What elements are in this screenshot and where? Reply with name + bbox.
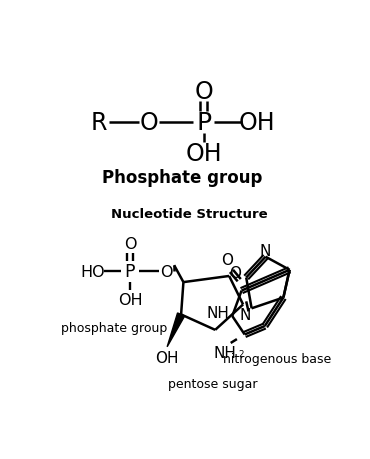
Text: OH: OH (155, 350, 179, 365)
Text: O: O (222, 253, 233, 268)
Text: HO: HO (80, 264, 105, 279)
Text: OH: OH (185, 141, 222, 165)
Text: O: O (124, 236, 136, 252)
Text: NH: NH (207, 305, 230, 320)
Text: P: P (125, 263, 135, 281)
Text: $_2$: $_2$ (238, 347, 245, 360)
Text: nitrogenous base: nitrogenous base (223, 352, 331, 365)
Text: OH: OH (239, 111, 275, 134)
Text: O: O (229, 266, 241, 281)
Text: NH: NH (213, 346, 236, 361)
Text: P: P (196, 111, 211, 134)
Text: Nucleotide Structure: Nucleotide Structure (111, 207, 268, 221)
Text: phosphate group: phosphate group (61, 321, 168, 334)
Text: OH: OH (118, 292, 142, 307)
Text: O: O (194, 80, 213, 104)
Text: N: N (240, 307, 251, 322)
Text: pentose sugar: pentose sugar (168, 377, 258, 391)
Text: Phosphate group: Phosphate group (102, 169, 262, 187)
Text: O: O (140, 111, 159, 134)
Text: N: N (260, 244, 271, 258)
Polygon shape (167, 313, 185, 347)
Text: O: O (160, 264, 173, 279)
Text: R: R (91, 111, 107, 134)
